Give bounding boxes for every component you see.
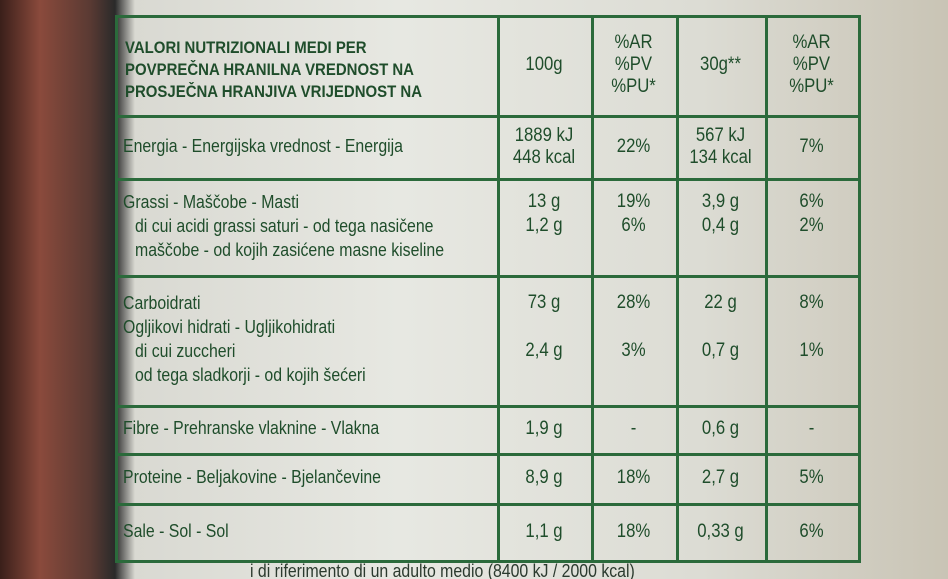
cell-value: 6%	[799, 520, 824, 542]
header-cell: %PV	[792, 54, 831, 75]
table-line	[115, 275, 861, 278]
table-line	[115, 405, 861, 408]
cell-value: 18%	[616, 520, 651, 542]
row-label: Grassi - Maščobe - Masti	[123, 191, 300, 212]
row-label: Fibre - Prehranske vlaknine - Vlakna	[123, 418, 380, 438]
header-cell: %AR	[792, 32, 831, 53]
header-cell: 100g	[525, 54, 563, 75]
cell-value: 73 g	[527, 292, 561, 313]
cell-value: -	[630, 418, 637, 439]
table-line	[115, 15, 861, 18]
row-label: Energia - Energijska vrednost - Energija	[123, 135, 403, 156]
footer-text: i di riferimento di un adulto medio (840…	[250, 561, 635, 579]
table-line	[115, 503, 861, 506]
cell-value: 7%	[799, 135, 824, 157]
table-line	[676, 15, 679, 560]
cell-value: 567 kJ	[695, 124, 746, 146]
table-line	[497, 15, 500, 560]
header-cell: %PU*	[789, 76, 834, 97]
cell-value: 1889 kJ	[514, 124, 574, 146]
row-label: Sale - Sol - Sol	[123, 520, 229, 541]
cell-value: 6%	[799, 190, 824, 212]
row-label: od tega sladkorji - od kojih šećeri	[135, 365, 366, 385]
cell-value: 8,9 g	[525, 467, 563, 488]
header-cell: %PV	[614, 54, 653, 75]
cell-value: 0,6 g	[701, 418, 740, 439]
header-cell: 30g**	[700, 54, 741, 75]
cell-value: 0,33 g	[697, 520, 744, 542]
cell-value: 3,9 g	[701, 190, 740, 212]
cell-value: 1,9 g	[525, 418, 563, 439]
cell-value: 448 kcal	[512, 146, 576, 168]
cell-value: 19%	[616, 190, 651, 212]
cell-value: 5%	[799, 467, 824, 488]
cell-value: 134 kcal	[689, 146, 752, 168]
cell-value: 0,4 g	[701, 214, 740, 236]
cell-value: -	[808, 418, 815, 439]
cell-value: 8%	[799, 292, 824, 313]
table-line	[115, 560, 861, 563]
header-cell: %PU*	[611, 76, 656, 97]
row-label: Ogljikovi hidrati - Ugljikohidrati	[123, 317, 336, 337]
header-cell: %AR	[614, 32, 653, 53]
row-label: Carboidrati	[123, 293, 201, 313]
cell-value: 18%	[616, 467, 651, 488]
cell-value: 2,7 g	[701, 467, 740, 488]
table-line	[115, 178, 861, 181]
header-label: VALORI NUTRIZIONALI MEDI PER	[125, 38, 367, 57]
cell-value: 2,4 g	[525, 340, 563, 361]
cell-value: 22 g	[704, 292, 737, 313]
cell-value: 22%	[616, 135, 651, 157]
row-label: di cui zuccheri	[135, 341, 236, 361]
cell-value: 1%	[799, 340, 824, 361]
cell-value: 6%	[621, 214, 646, 236]
table-line	[115, 15, 118, 560]
table-line	[858, 15, 861, 560]
header-label: POVPREČNA HRANILNA VREDNOST NA	[125, 60, 414, 79]
row-label: maščobe - od kojih zasićene masne kiseli…	[135, 239, 445, 260]
cell-value: 2%	[799, 214, 824, 236]
header-label: PROSJEČNA HRANJIVA VRIJEDNOST NA	[125, 82, 423, 101]
table-line	[765, 15, 768, 560]
table-line	[115, 115, 861, 118]
cell-value: 0,7 g	[701, 340, 740, 361]
row-label: di cui acidi grassi saturi - od tega nas…	[135, 215, 434, 236]
cell-value: 28%	[616, 292, 651, 313]
table-line	[591, 15, 594, 560]
cell-value: 13 g	[527, 190, 561, 212]
cell-value: 1,2 g	[525, 214, 563, 236]
table-line	[115, 453, 861, 456]
cell-value: 3%	[621, 340, 646, 361]
cell-value: 1,1 g	[525, 520, 563, 542]
row-label: Proteine - Beljakovine - Bjelančevine	[123, 467, 381, 487]
